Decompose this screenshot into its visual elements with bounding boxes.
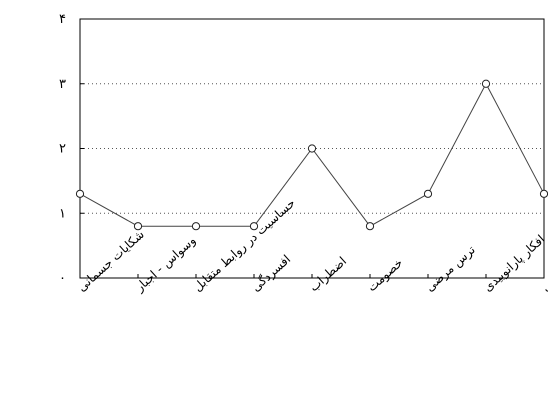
y-tick-label-1: ۱ — [59, 206, 66, 221]
y-tick-label-3: ۳ — [59, 77, 66, 92]
data-point-0 — [75, 189, 85, 198]
data-point-7 — [481, 79, 491, 88]
axis-ticks — [79, 18, 545, 279]
category-label-7: افکار پارانوییدی — [481, 232, 548, 295]
y-tick-label-0: ۰ — [59, 271, 66, 286]
y-tick-label-4: ۴ — [59, 12, 66, 27]
category-label-4: اضطراب — [307, 254, 350, 295]
data-points — [75, 79, 548, 231]
category-label-1: وسواس - اجبار — [132, 233, 199, 296]
y-tick-label-2: ۲ — [59, 142, 66, 157]
category-label-3: افسردگی — [249, 252, 294, 295]
y-axis-tick-labels: ۰ ۱ ۲ ۳ ۴ — [59, 12, 66, 286]
category-label-2: حساسیت در روابط متقابل — [191, 196, 299, 295]
data-point-5 — [365, 222, 375, 231]
data-point-4 — [307, 144, 317, 153]
category-label-8: روان‌پریشی — [539, 245, 548, 295]
data-point-8 — [539, 189, 548, 198]
data-point-6 — [423, 189, 433, 198]
series-line — [79, 82, 545, 227]
category-label-6: ترس مرضی — [423, 243, 479, 295]
data-point-3 — [249, 222, 259, 231]
category-label-5: خصومت — [365, 256, 406, 295]
data-point-1 — [133, 222, 143, 231]
data-point-2 — [191, 222, 201, 231]
